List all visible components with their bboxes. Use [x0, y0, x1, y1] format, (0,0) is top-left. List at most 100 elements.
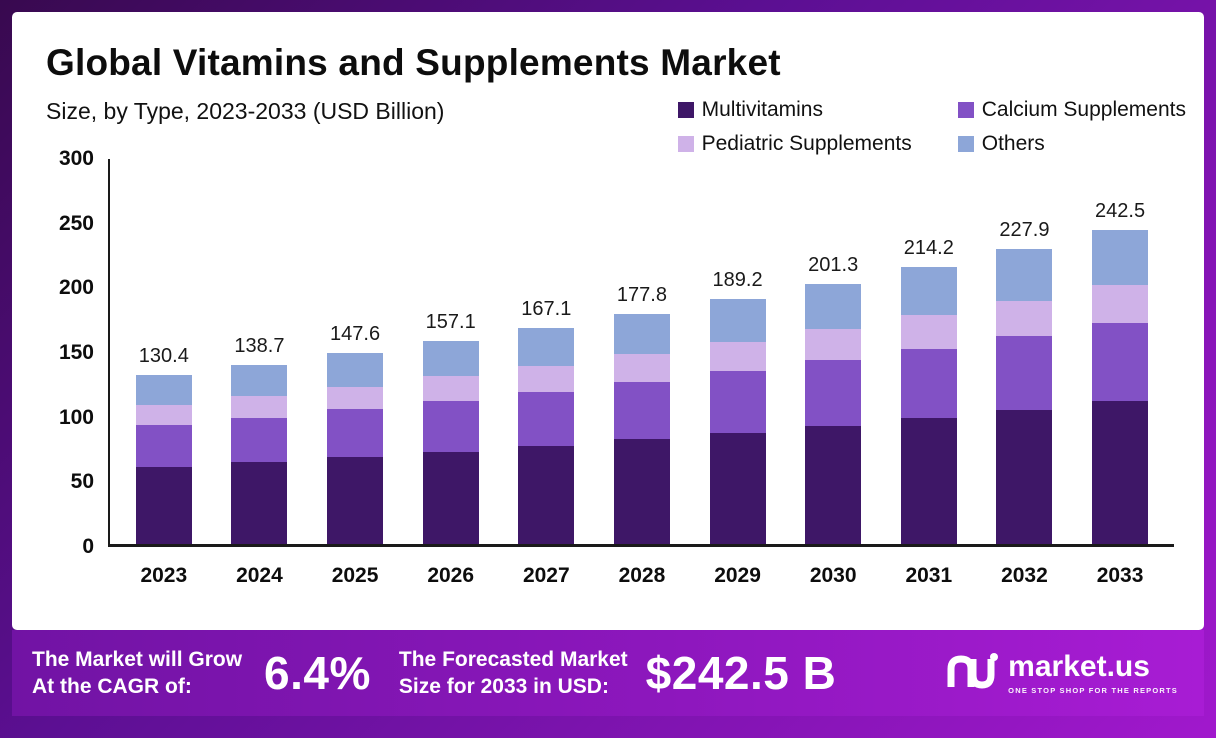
- chart-card: Global Vitamins and Supplements Market S…: [12, 12, 1204, 630]
- total-label: 242.5: [1095, 200, 1146, 223]
- bar-segment-calcium-supplements: [805, 360, 862, 426]
- x-axis-label: 2027: [522, 564, 570, 587]
- legend-label: Pediatric Supplements: [701, 132, 912, 155]
- forecast-label: The Forecasted Market Size for 2033 in U…: [399, 646, 628, 701]
- x-axis-label: 2029: [714, 564, 761, 587]
- cagr-label-line1: The Market will Grow: [32, 647, 243, 671]
- stacked-bar: [327, 353, 384, 544]
- bar-segment-calcium-supplements: [613, 381, 670, 440]
- bar-segment-multivitamins: [1092, 401, 1149, 544]
- bar-segment-multivitamins: [900, 417, 957, 544]
- total-label: 157.1: [425, 310, 476, 333]
- bar-segment-pediatric-supplements: [805, 329, 862, 361]
- stacked-bar: [518, 327, 575, 544]
- total-label: 130.4: [138, 345, 189, 368]
- legend-swatch: [957, 136, 974, 152]
- bar-segment-pediatric-supplements: [709, 342, 766, 372]
- total-label: 147.6: [330, 323, 381, 346]
- stacked-bar: [996, 249, 1053, 544]
- total-label: 227.9: [999, 219, 1050, 242]
- bar-segment-calcium-supplements: [518, 391, 575, 446]
- bar-segment-calcium-supplements: [135, 425, 192, 468]
- y-axis: 0 50 100 150 200 250 300: [46, 147, 108, 558]
- bar-segment-multivitamins: [518, 445, 575, 544]
- bar-segment-calcium-supplements: [422, 400, 479, 452]
- bar-segment-others: [805, 283, 862, 330]
- forecast-value: $242.5 B: [645, 647, 837, 699]
- y-tick-label: 100: [58, 405, 94, 429]
- brand-name: market.us: [1008, 649, 1150, 683]
- bar-segment-multivitamins: [327, 457, 384, 544]
- bar-column-2032: 227.9 2032: [996, 159, 1053, 587]
- x-axis-label: 2030: [809, 564, 857, 587]
- legend-item-multivitamins: Multivitamins: [677, 98, 912, 122]
- bar-segment-others: [900, 267, 957, 316]
- forecast-label-line1: The Forecasted Market: [398, 647, 628, 671]
- chart-subtitle: Size, by Type, 2023-2033 (USD Billion): [46, 98, 445, 124]
- y-tick-label: 50: [70, 470, 94, 494]
- x-axis-label: 2032: [1001, 564, 1048, 587]
- bar-segment-others: [135, 375, 192, 405]
- bar-segment-pediatric-supplements: [135, 404, 192, 426]
- bar-column-2031: 214.2 2031: [900, 159, 957, 587]
- legend-swatch: [677, 102, 694, 118]
- x-axis-label: 2028: [618, 564, 666, 587]
- stacked-bar: [709, 299, 766, 544]
- legend-item-others: Others: [957, 132, 1186, 156]
- cagr-label-line2: At the CAGR of:: [32, 675, 192, 698]
- bar-segment-calcium-supplements: [709, 371, 766, 433]
- bar-segment-others: [709, 299, 766, 343]
- plot-area: 130.4 2023 138.7 2024 147.6 2025 157.1 2026 167.…: [108, 159, 1174, 587]
- brand-logo: market.us One Stop Shop For The Reports: [946, 651, 1178, 696]
- bar-segment-others: [422, 340, 479, 377]
- stacked-bar: [135, 375, 192, 544]
- y-tick-label: 250: [58, 211, 94, 235]
- y-tick-label: 200: [58, 276, 94, 300]
- stacked-bar: [900, 267, 957, 544]
- stacked-bar: [613, 314, 670, 544]
- total-label: 177.8: [616, 284, 667, 307]
- bar-segment-calcium-supplements: [1092, 322, 1149, 402]
- cagr-label: The Market will Grow At the CAGR of:: [32, 646, 242, 701]
- bar-segment-calcium-supplements: [231, 417, 288, 463]
- x-axis-label: 2023: [140, 564, 188, 587]
- total-label: 167.1: [521, 297, 572, 320]
- bar-segment-calcium-supplements: [900, 348, 957, 418]
- stacked-bar: [1092, 230, 1149, 544]
- bar-segment-multivitamins: [231, 462, 288, 544]
- bar-column-2023: 130.4 2023: [135, 159, 192, 587]
- bar-column-2027: 167.1 2027: [518, 159, 575, 587]
- bar-segment-others: [613, 314, 670, 355]
- bar-segment-calcium-supplements: [327, 409, 384, 458]
- market-us-logo-icon: [946, 651, 999, 696]
- bar-segment-multivitamins: [135, 467, 192, 544]
- bar-column-2028: 177.8 2028: [613, 159, 670, 587]
- x-axis-label: 2031: [905, 564, 953, 587]
- brand-text: market.us One Stop Shop For The Reports: [1008, 649, 1178, 695]
- cagr-value: 6.4%: [264, 647, 371, 699]
- bar-segment-pediatric-supplements: [613, 354, 670, 382]
- bar-segment-pediatric-supplements: [518, 365, 575, 392]
- x-axis-label: 2026: [427, 564, 475, 587]
- bars-row: 130.4 2023 138.7 2024 147.6 2025 157.1 2026 167.…: [110, 159, 1174, 587]
- total-label: 189.2: [712, 269, 763, 292]
- footer-banner: The Market will Grow At the CAGR of: 6.4…: [12, 630, 1204, 716]
- bar-segment-pediatric-supplements: [900, 315, 957, 349]
- total-label: 201.3: [808, 253, 859, 276]
- bar-segment-pediatric-supplements: [327, 386, 384, 410]
- legend-label: Others: [981, 132, 1045, 155]
- bar-segment-others: [1092, 230, 1149, 286]
- x-axis-label: 2025: [331, 564, 379, 587]
- stacked-bar: [805, 283, 862, 544]
- legend-item-pediatric-supplements: Pediatric Supplements: [677, 132, 912, 156]
- bar-segment-multivitamins: [613, 439, 670, 544]
- legend-label: Calcium Supplements: [981, 98, 1186, 121]
- chart-title: Global Vitamins and Supplements Market: [46, 42, 781, 83]
- x-axis-label: 2024: [236, 564, 283, 587]
- bar-column-2033: 242.5 2033: [1092, 159, 1149, 587]
- x-axis-label: 2033: [1096, 564, 1144, 587]
- bar-segment-multivitamins: [805, 425, 862, 544]
- bar-segment-others: [518, 327, 575, 366]
- bar-segment-multivitamins: [996, 409, 1053, 544]
